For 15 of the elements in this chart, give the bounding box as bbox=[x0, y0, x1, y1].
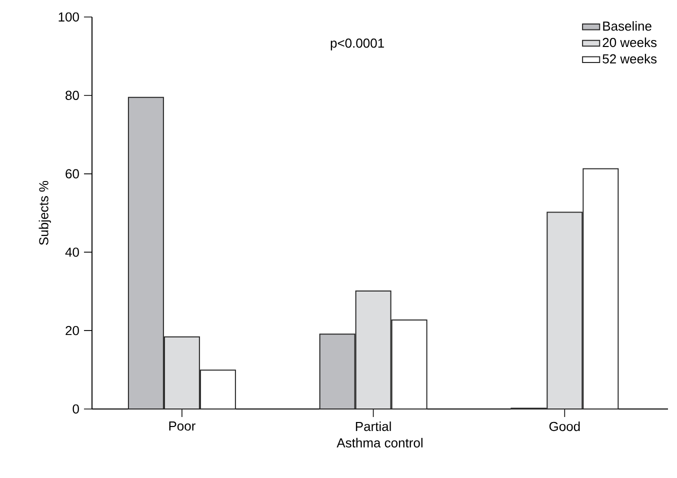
legend-label: 52 weeks bbox=[602, 54, 657, 64]
y-tick-label: 20 bbox=[66, 326, 79, 336]
y-tick-label: 0 bbox=[72, 404, 79, 414]
legend-label: 20 weeks bbox=[602, 38, 657, 48]
y-tick-label: 100 bbox=[58, 12, 79, 22]
y-tick-label: 80 bbox=[66, 90, 79, 100]
x-tick-label: Partial bbox=[356, 422, 391, 432]
y-axis-title: Subjects % bbox=[38, 180, 51, 245]
legend-label: Baseline bbox=[603, 21, 652, 31]
y-tick-label: 60 bbox=[66, 169, 79, 178]
x-tick-label: Good bbox=[549, 422, 580, 432]
y-tick-label: 40 bbox=[65, 248, 79, 257]
x-axis-title: Asthma control bbox=[336, 438, 422, 448]
x-tick-label: Poor bbox=[169, 422, 196, 431]
annotation: p<0.0001 bbox=[330, 38, 384, 50]
